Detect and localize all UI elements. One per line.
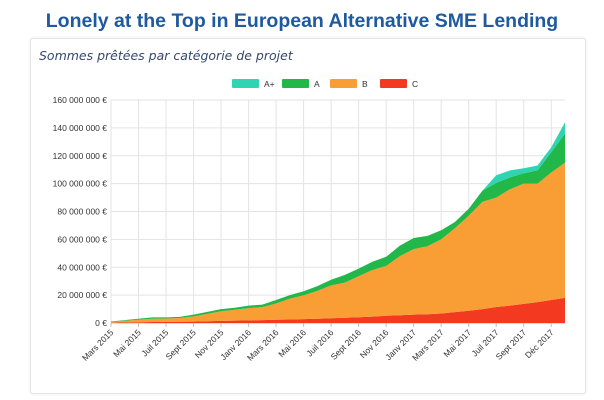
y-tick-label: 140 000 000 € xyxy=(53,123,108,133)
y-tick-label: 120 000 000 € xyxy=(53,151,108,161)
x-tick-label: Mars 2015 xyxy=(80,327,116,363)
area-series-c[interactable] xyxy=(111,297,565,323)
x-tick-label: Déc 2017 xyxy=(523,327,556,360)
y-tick-label: 20 000 000 € xyxy=(57,290,107,300)
x-tick-label: Sept 2015 xyxy=(163,327,198,362)
y-tick-label: 100 000 000 € xyxy=(53,179,108,189)
legend-label: B xyxy=(362,79,368,89)
x-tick-label: Mai 2015 xyxy=(111,327,143,359)
headline: Lonely at the Top in European Alternativ… xyxy=(45,10,559,32)
y-tick-label: 40 000 000 € xyxy=(57,262,107,272)
chart-card: Sommes prêtées par catégorie de projet 0… xyxy=(30,38,586,394)
area-layer xyxy=(111,122,565,323)
y-tick-label: 60 000 000 € xyxy=(57,234,107,244)
legend-layer: A+ A B C xyxy=(232,79,418,89)
legend-item-a[interactable]: A xyxy=(282,79,320,89)
legend-label: C xyxy=(412,79,418,89)
legend-item-c[interactable]: C xyxy=(380,79,418,89)
legend-label: A xyxy=(314,79,320,89)
stacked-area-chart: 0 € 20 000 000 € 40 000 000 € 60 000 000 € 8… xyxy=(53,79,565,363)
x-tick-label: Sept 2016 xyxy=(329,327,364,362)
area-series-b[interactable] xyxy=(111,162,565,323)
y-tick-label: 160 000 000 € xyxy=(53,95,108,105)
x-tick-label: Sept 2017 xyxy=(494,327,529,362)
legend-swatch xyxy=(282,79,309,88)
y-tick-label: 0 € xyxy=(95,318,107,328)
y-tick-label: 80 000 000 € xyxy=(57,207,107,217)
legend-label: A+ xyxy=(264,79,275,89)
legend-item-b[interactable]: B xyxy=(330,79,368,89)
legend-swatch xyxy=(232,79,259,88)
x-tick-label: Mai 2017 xyxy=(441,327,473,359)
legend-swatch xyxy=(380,79,407,88)
chart-title: Sommes prêtées par catégorie de projet xyxy=(39,48,293,63)
legend-item-aplus[interactable]: A+ xyxy=(232,79,275,89)
legend-swatch xyxy=(330,79,357,88)
x-tick-label: Mai 2016 xyxy=(276,327,308,359)
